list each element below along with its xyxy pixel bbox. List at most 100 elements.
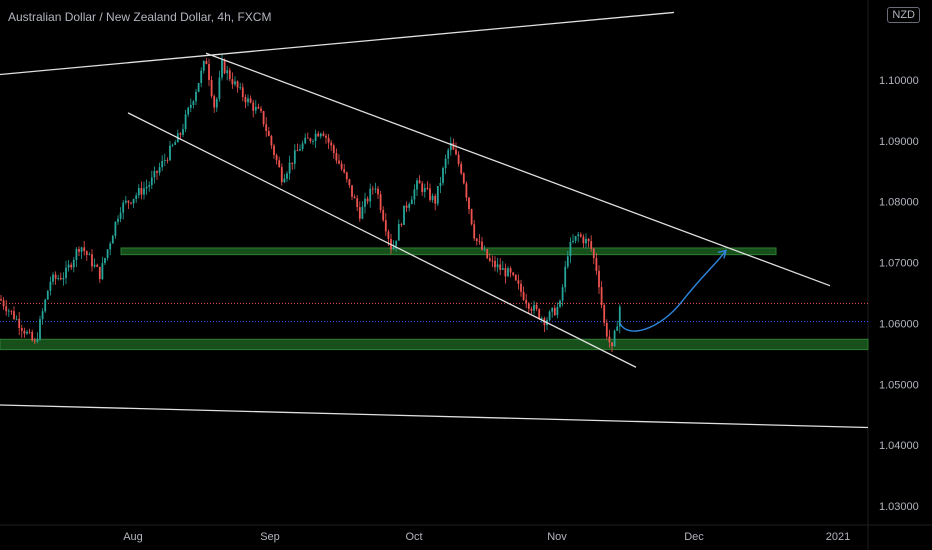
candle-body bbox=[158, 167, 161, 173]
candle-body bbox=[106, 249, 109, 259]
candle-body bbox=[460, 163, 463, 174]
candle-body bbox=[62, 277, 65, 280]
candle-body bbox=[608, 336, 611, 343]
candle-body bbox=[325, 135, 327, 138]
candle-body bbox=[343, 169, 346, 173]
candle-body bbox=[15, 318, 18, 320]
candle-body bbox=[153, 170, 156, 178]
candle-body bbox=[533, 304, 535, 311]
candle-body bbox=[244, 97, 247, 103]
candle-body bbox=[163, 160, 166, 161]
candle-body bbox=[254, 106, 257, 111]
candle-body bbox=[247, 98, 249, 103]
candle-body bbox=[410, 199, 413, 205]
candle-body bbox=[457, 154, 460, 164]
candle-body bbox=[70, 264, 73, 268]
candle-body bbox=[605, 322, 608, 337]
candle-body bbox=[603, 305, 606, 323]
candle-body bbox=[5, 306, 8, 312]
candle-body bbox=[20, 328, 23, 331]
candle-body bbox=[345, 172, 348, 180]
candle-body bbox=[283, 178, 286, 183]
candle-body bbox=[192, 101, 195, 106]
candle-body bbox=[143, 188, 145, 195]
candle-body bbox=[595, 258, 598, 271]
candle-body bbox=[514, 275, 517, 281]
candle-body bbox=[377, 188, 379, 195]
candle-body bbox=[478, 241, 481, 242]
candle-body bbox=[618, 306, 621, 327]
candle-body bbox=[520, 283, 522, 292]
candle-body bbox=[556, 306, 559, 316]
candle-body bbox=[371, 188, 374, 190]
candle-body bbox=[88, 254, 91, 256]
candle-body bbox=[65, 267, 67, 278]
candle-body bbox=[574, 236, 577, 241]
candle-body bbox=[582, 236, 585, 244]
candle-body bbox=[67, 264, 70, 268]
candle-body bbox=[387, 231, 390, 239]
x-tick-label: 2021 bbox=[826, 531, 850, 543]
projection-curve bbox=[619, 249, 727, 332]
candle-body bbox=[41, 311, 44, 320]
y-tick-label: 1.04000 bbox=[879, 440, 919, 452]
candle-body bbox=[127, 200, 130, 203]
candle-body bbox=[161, 160, 164, 168]
candle-body bbox=[507, 268, 509, 277]
candle-body bbox=[455, 149, 457, 155]
support-zone bbox=[0, 338, 869, 351]
candle-body bbox=[267, 130, 270, 136]
candle-body bbox=[288, 162, 291, 174]
candle-body bbox=[174, 142, 177, 145]
candle-body bbox=[481, 241, 483, 250]
candle-body bbox=[145, 186, 148, 189]
chart-title: Australian Dollar / New Zealand Dollar, … bbox=[8, 10, 272, 24]
candle-body bbox=[101, 263, 104, 280]
candle-body bbox=[226, 70, 229, 74]
candle-body bbox=[249, 98, 252, 103]
candle-body bbox=[590, 241, 593, 249]
candle-body bbox=[439, 182, 442, 186]
trendline bbox=[0, 11, 675, 76]
candle-body bbox=[57, 278, 60, 279]
candle-body bbox=[434, 195, 437, 204]
candle-body bbox=[223, 59, 226, 74]
candle-body bbox=[265, 124, 268, 131]
y-tick-label: 1.10000 bbox=[879, 75, 919, 87]
candle-body bbox=[416, 180, 418, 190]
candle-body bbox=[405, 205, 408, 208]
candle-body bbox=[356, 198, 359, 208]
candle-body bbox=[512, 272, 515, 276]
trendline bbox=[0, 404, 869, 429]
candle-body bbox=[252, 102, 255, 111]
candle-body bbox=[23, 330, 26, 334]
candle-body bbox=[96, 264, 99, 267]
candle-body bbox=[501, 268, 504, 270]
candle-body bbox=[231, 79, 234, 85]
candle-body bbox=[553, 307, 556, 316]
candle-body bbox=[275, 155, 278, 161]
candle-body bbox=[306, 137, 309, 139]
candle-body bbox=[171, 144, 174, 146]
candle-body bbox=[202, 61, 205, 71]
candle-body bbox=[260, 108, 262, 112]
candle-body bbox=[462, 173, 465, 184]
candle-body bbox=[299, 149, 301, 151]
candle-body bbox=[197, 83, 200, 92]
candle-body bbox=[54, 274, 57, 279]
candle-body bbox=[317, 133, 320, 137]
candle-body bbox=[579, 234, 582, 237]
candle-body bbox=[569, 242, 572, 257]
candle-body bbox=[124, 200, 127, 203]
candle-body bbox=[7, 310, 10, 312]
candle-body bbox=[28, 331, 31, 333]
candle-body bbox=[91, 254, 93, 267]
candle-body bbox=[304, 137, 307, 144]
candle-body bbox=[538, 308, 541, 319]
candle-body bbox=[319, 133, 322, 137]
candle-body bbox=[184, 114, 187, 130]
x-tick-label: Sep bbox=[260, 531, 280, 543]
candle-body bbox=[104, 258, 106, 264]
currency-badge[interactable]: NZD bbox=[887, 7, 920, 23]
